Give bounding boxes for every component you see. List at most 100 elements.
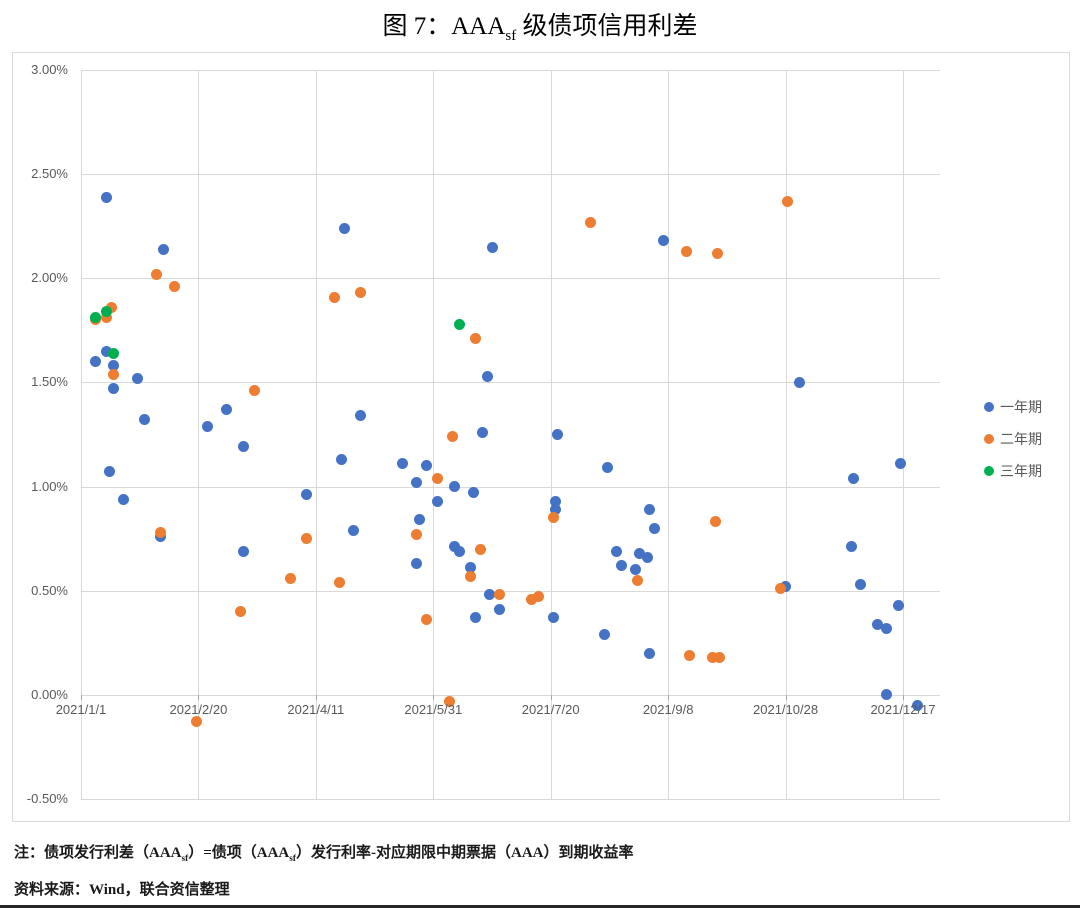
data-point [470, 612, 482, 624]
x-tick-label: 2021/1/1 [55, 701, 107, 717]
x-tick-label: 2021/4/11 [287, 701, 345, 717]
data-point [249, 385, 261, 397]
data-point [845, 541, 857, 553]
data-point [150, 268, 162, 280]
data-point [453, 318, 465, 330]
data-point [108, 383, 120, 395]
data-point [481, 370, 493, 382]
data-point [108, 360, 120, 372]
data-point [709, 516, 721, 528]
data-point [397, 458, 409, 470]
data-point [336, 453, 348, 465]
bottom-divider [0, 905, 1080, 908]
data-point [549, 495, 561, 507]
data-point [629, 564, 641, 576]
data-point [108, 347, 120, 359]
data-point [775, 583, 787, 595]
data-point [477, 426, 489, 438]
y-gridline [81, 174, 940, 176]
legend-item-2yr: 二年期 [984, 428, 1042, 450]
data-point [444, 695, 456, 707]
data-point [446, 431, 458, 443]
data-point [632, 574, 644, 586]
data-point [465, 562, 477, 574]
legend-marker-1yr-icon [984, 402, 994, 412]
data-point [221, 404, 233, 415]
x-tick-label: 2021/5/31 [404, 701, 463, 717]
chart-card [12, 52, 1070, 822]
data-point [101, 191, 113, 203]
x-gridline [433, 70, 435, 799]
data-point [354, 410, 366, 422]
data-point [549, 503, 561, 515]
data-point [411, 528, 423, 540]
data-point [895, 458, 907, 470]
y-gridline [81, 799, 940, 800]
x-tick-label: 2021/10/28 [753, 701, 819, 717]
data-point [493, 603, 505, 615]
x-axis-tick [198, 694, 200, 700]
data-point [448, 481, 460, 493]
data-point [155, 526, 167, 538]
y-tick-label: -0.50% [26, 791, 68, 806]
data-point [634, 547, 646, 559]
x-tick-label: 2021/7/20 [521, 701, 580, 717]
data-point [585, 216, 597, 228]
data-point [157, 243, 169, 255]
data-point [413, 514, 425, 526]
data-point [432, 472, 444, 484]
data-point [470, 333, 482, 345]
data-point [117, 493, 129, 505]
data-point [474, 543, 486, 555]
data-point [484, 589, 496, 601]
chart-plot-area [81, 70, 940, 800]
data-point [547, 612, 559, 624]
x-axis-tick [81, 694, 82, 700]
x-gridline [315, 70, 317, 799]
data-point [338, 222, 350, 234]
x-axis-tick [903, 694, 904, 700]
data-point [101, 306, 113, 318]
data-point [486, 241, 498, 253]
data-point [610, 545, 622, 557]
y-gridline [81, 590, 940, 592]
data-point [237, 545, 249, 557]
x-gridline [785, 70, 787, 799]
y-gridline [81, 486, 940, 488]
data-point [547, 512, 559, 524]
chart-title: 图 7：AAAsf 级债项信用利差 [382, 13, 698, 44]
data-point [237, 441, 249, 453]
data-point [599, 628, 611, 640]
data-point [131, 372, 143, 384]
data-point [138, 414, 150, 426]
data-point [601, 462, 613, 474]
data-point [300, 489, 312, 501]
data-point [643, 503, 655, 515]
data-point [533, 591, 545, 603]
data-point [202, 420, 214, 432]
x-tick-label: 2021/2/20 [169, 701, 228, 717]
legend-marker-2yr-icon [984, 434, 994, 444]
legend-label-1yr: 一年期 [1000, 399, 1042, 415]
data-point [411, 558, 423, 570]
x-tick-label: 2021/9/8 [642, 701, 694, 717]
data-point [190, 716, 202, 728]
data-point [235, 606, 247, 618]
data-point [347, 524, 359, 536]
x-gridline [81, 70, 82, 799]
x-axis-tick [433, 694, 435, 700]
data-point [714, 651, 726, 663]
x-gridline [903, 70, 904, 799]
data-point [681, 245, 693, 257]
data-point [453, 545, 465, 557]
data-point [648, 522, 660, 534]
footnote-definition: 注：债项发行利差（AAAsf）=债项（AAAsf）发行利率-对应期限中期票据（A… [14, 845, 634, 864]
data-point [871, 618, 883, 630]
chart-legend: 一年期 二年期 三年期 [984, 396, 1042, 492]
data-point [108, 368, 120, 380]
data-point [892, 599, 904, 611]
data-point [911, 699, 923, 711]
data-point [615, 560, 627, 572]
y-tick-label: 2.50% [31, 166, 68, 182]
y-tick-label: 0.00% [31, 686, 68, 702]
